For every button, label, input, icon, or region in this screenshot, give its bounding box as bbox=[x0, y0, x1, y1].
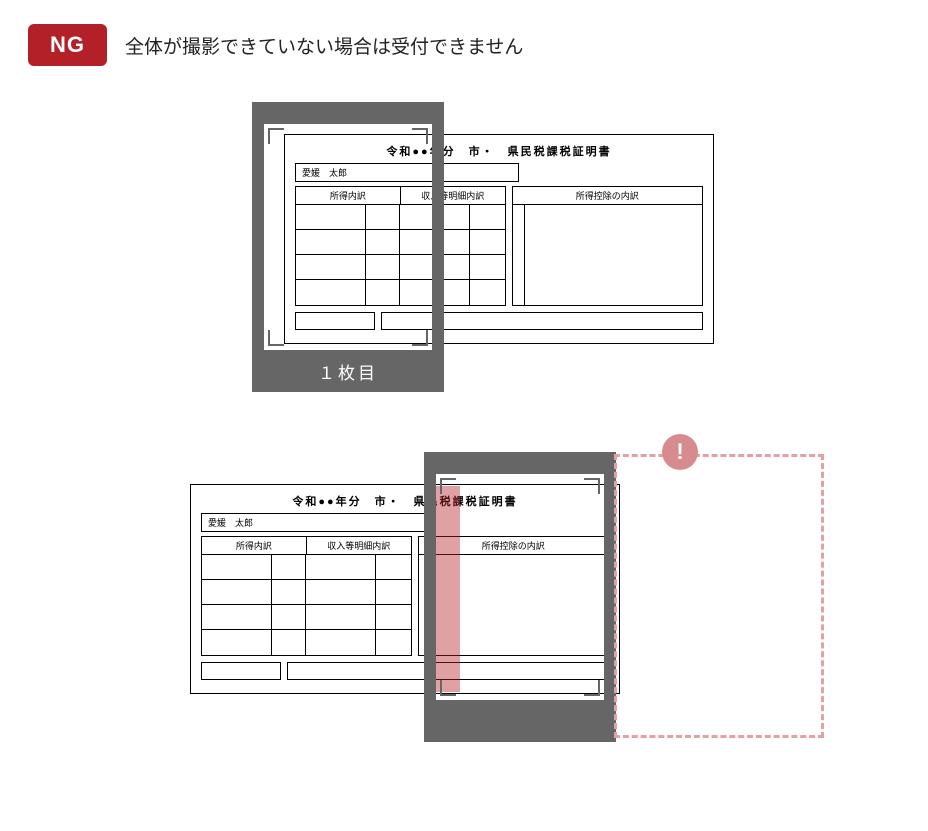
doc-right-block: 所得控除の内訳 bbox=[512, 186, 703, 306]
col-income-detail: 収入等明細内訳 bbox=[307, 537, 411, 554]
example-1: 令和●●年分 市・ 県民税課税証明書 愛媛 太郎 所得内訳 収入等明細内訳 bbox=[114, 102, 814, 402]
viewfinder-corner-icon bbox=[584, 680, 600, 696]
ng-badge: NG bbox=[28, 24, 107, 66]
missing-area-box bbox=[614, 454, 824, 738]
col-deduction: 所得控除の内訳 bbox=[512, 186, 703, 205]
warning-icon: ! bbox=[662, 434, 698, 470]
viewfinder-corner-icon bbox=[268, 128, 284, 144]
example-2: 令和●●年分 市・ 県民税課税証明書 愛媛 太郎 所得内訳 収入等明細内訳 bbox=[114, 452, 814, 752]
phone-frame-2 bbox=[424, 452, 616, 742]
viewfinder-corner-icon bbox=[412, 330, 428, 346]
viewfinder-corner-icon bbox=[440, 680, 456, 696]
doc-left-grid bbox=[201, 555, 412, 656]
ng-example-card: NG 全体が撮影できていない場合は受付できません 令和●●年分 市・ 県民税課税… bbox=[0, 0, 928, 831]
phone-label-1: １枚目 bbox=[264, 359, 432, 384]
header: NG 全体が撮影できていない場合は受付できません bbox=[28, 24, 900, 66]
col-income: 所得内訳 bbox=[202, 537, 307, 554]
doc-name: 愛媛 太郎 bbox=[201, 513, 425, 532]
header-text: 全体が撮影できていない場合は受付できません bbox=[125, 32, 523, 59]
doc-left-headers: 所得内訳 収入等明細内訳 bbox=[201, 536, 412, 555]
doc-left-block: 所得内訳 収入等明細内訳 bbox=[201, 536, 412, 656]
phone-frame-1: １枚目 bbox=[252, 102, 444, 392]
doc-right-box bbox=[512, 205, 703, 306]
viewfinder-corner-icon bbox=[412, 128, 428, 144]
viewfinder-corner-icon bbox=[440, 478, 456, 494]
viewfinder-corner-icon bbox=[584, 478, 600, 494]
viewfinder-corner-icon bbox=[268, 330, 284, 346]
